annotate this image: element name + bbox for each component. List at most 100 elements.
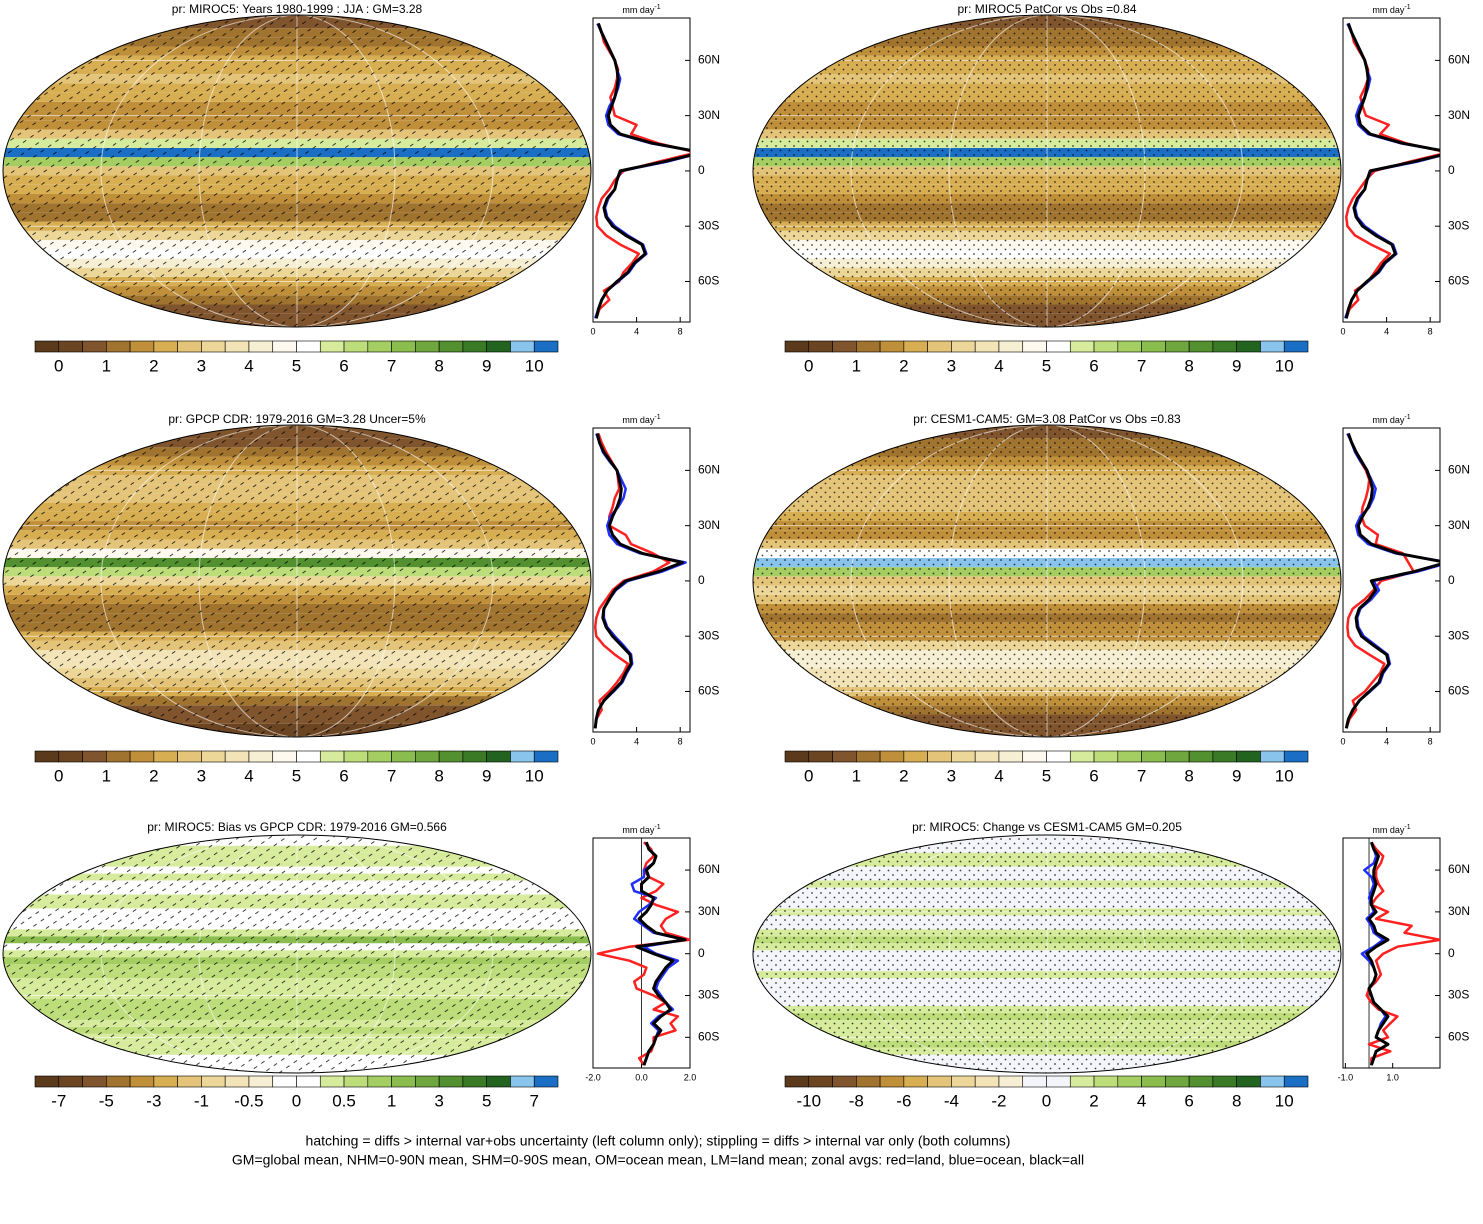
zonal-mean-line — [1345, 433, 1416, 729]
colorbar-label: 5 — [1042, 766, 1051, 785]
colorbar-box — [201, 1075, 226, 1088]
colorbar-box — [784, 340, 810, 353]
colorbar-label: 1 — [102, 356, 111, 375]
x-tick-label: 4 — [634, 326, 639, 336]
colorbar-box — [1236, 1075, 1261, 1088]
colorbar-box — [201, 340, 226, 353]
colorbar-box — [1212, 340, 1237, 353]
colorbar-box — [343, 340, 369, 353]
colorbar-box — [248, 340, 274, 353]
colorbar-box — [319, 340, 345, 353]
colorbar-box — [903, 340, 928, 353]
zonal-mean-line — [1344, 432, 1440, 729]
colorbar-label: 7 — [387, 356, 396, 375]
colorbar-box — [1141, 1075, 1166, 1088]
y-tick-label: 30S — [698, 628, 719, 642]
colorbar-box — [486, 340, 511, 353]
y-tick-label: 0 — [698, 573, 705, 587]
colorbar-box — [106, 750, 131, 763]
colorbar-box — [296, 340, 321, 353]
y-tick-label: 30N — [1448, 108, 1470, 122]
colorbar-label: 8 — [1232, 1091, 1241, 1110]
colorbar-label: 4 — [244, 356, 253, 375]
colorbar-box — [224, 750, 250, 763]
colorbar-box — [224, 1075, 250, 1088]
y-tick-label: 30S — [1448, 988, 1469, 1002]
colorbar-label: 0 — [804, 356, 813, 375]
unit-label: mm day-1 — [622, 824, 660, 836]
colorbar-label: 3 — [947, 356, 956, 375]
colorbar-label: -6 — [896, 1091, 911, 1110]
zonal-lines — [1344, 22, 1440, 319]
map-title: pr: MIROC5: Bias vs GPCP CDR: 1979-2016 … — [147, 820, 447, 834]
y-tick-label: 30S — [1448, 628, 1469, 642]
map — [753, 15, 1341, 327]
colorbar-box — [58, 340, 83, 353]
colorbar-box — [34, 750, 60, 763]
colorbar-label: 0 — [54, 766, 63, 785]
colorbar-box — [1069, 750, 1095, 763]
colorbar-box — [106, 1075, 131, 1088]
colorbar-label: 7 — [1137, 766, 1146, 785]
colorbar-box — [34, 1075, 60, 1088]
colorbar-box — [1260, 340, 1285, 353]
unit-exponent: -1 — [654, 4, 660, 11]
significance-overlay — [3, 15, 591, 327]
colorbar-box — [927, 1075, 952, 1088]
y-tick-label: 60N — [1448, 463, 1470, 477]
zonal-mean-line — [596, 841, 690, 1066]
colorbar-box — [177, 340, 202, 353]
plot-frame — [1342, 837, 1441, 1069]
x-tick-label: 8 — [678, 736, 683, 746]
colorbar-box — [510, 1075, 535, 1088]
colorbar-box — [438, 340, 464, 353]
colorbar-label: 6 — [1184, 1091, 1193, 1110]
y-tick-label: 60S — [1448, 1030, 1469, 1044]
colorbar-box — [319, 750, 345, 763]
colorbar-box — [486, 750, 511, 763]
colorbar-box — [34, 340, 60, 353]
map-border — [2, 834, 592, 1074]
y-tick-label: 60S — [698, 684, 719, 698]
x-tick-label: 2.0 — [684, 1072, 697, 1082]
colorbar-box — [319, 1075, 345, 1088]
colorbar-box — [879, 750, 905, 763]
colorbar-box — [974, 750, 1000, 763]
colorbar-label: -7 — [51, 1091, 66, 1110]
colorbar-box — [367, 750, 392, 763]
colorbar-box — [486, 1075, 511, 1088]
colorbar-box — [415, 340, 440, 353]
colorbar-label: 6 — [1089, 356, 1098, 375]
unit-label: mm day-1 — [622, 414, 660, 426]
colorbar-box — [510, 750, 535, 763]
plot-frame — [592, 427, 691, 733]
colorbar-label: 7 — [1137, 356, 1146, 375]
colorbar-label: 0.5 — [332, 1091, 356, 1110]
colorbar-label: 4 — [1137, 1091, 1146, 1110]
colorbar-label: 8 — [1184, 766, 1193, 785]
unit-exponent: -1 — [1404, 4, 1410, 11]
x-tick-label: 0 — [1340, 326, 1345, 336]
colorbar-box — [510, 340, 535, 353]
zonal-mean-line — [1344, 22, 1440, 319]
colorbar-label: 8 — [1184, 356, 1193, 375]
colorbar-box — [974, 340, 1000, 353]
colorbar-box — [533, 750, 559, 763]
colorbar-label: 5 — [1042, 356, 1051, 375]
x-tick-label: 0.0 — [635, 1072, 648, 1082]
map — [753, 835, 1341, 1073]
colorbar-label: 1 — [387, 1091, 396, 1110]
colorbar-box — [391, 1075, 416, 1088]
colorbar-label: 5 — [292, 766, 301, 785]
colorbar-label: 9 — [1232, 356, 1241, 375]
unit-exponent: -1 — [654, 824, 660, 831]
significance-overlay — [753, 425, 1341, 737]
colorbar-box — [808, 750, 833, 763]
colorbar-box — [1022, 1075, 1047, 1088]
x-tick-label: -1.0 — [1338, 1072, 1354, 1082]
colorbar-box — [1236, 750, 1261, 763]
unit-exponent: -1 — [1404, 414, 1410, 421]
colorbar-label: -4 — [944, 1091, 959, 1110]
colorbar-label: 4 — [994, 766, 1003, 785]
colorbar-label: 1 — [102, 766, 111, 785]
